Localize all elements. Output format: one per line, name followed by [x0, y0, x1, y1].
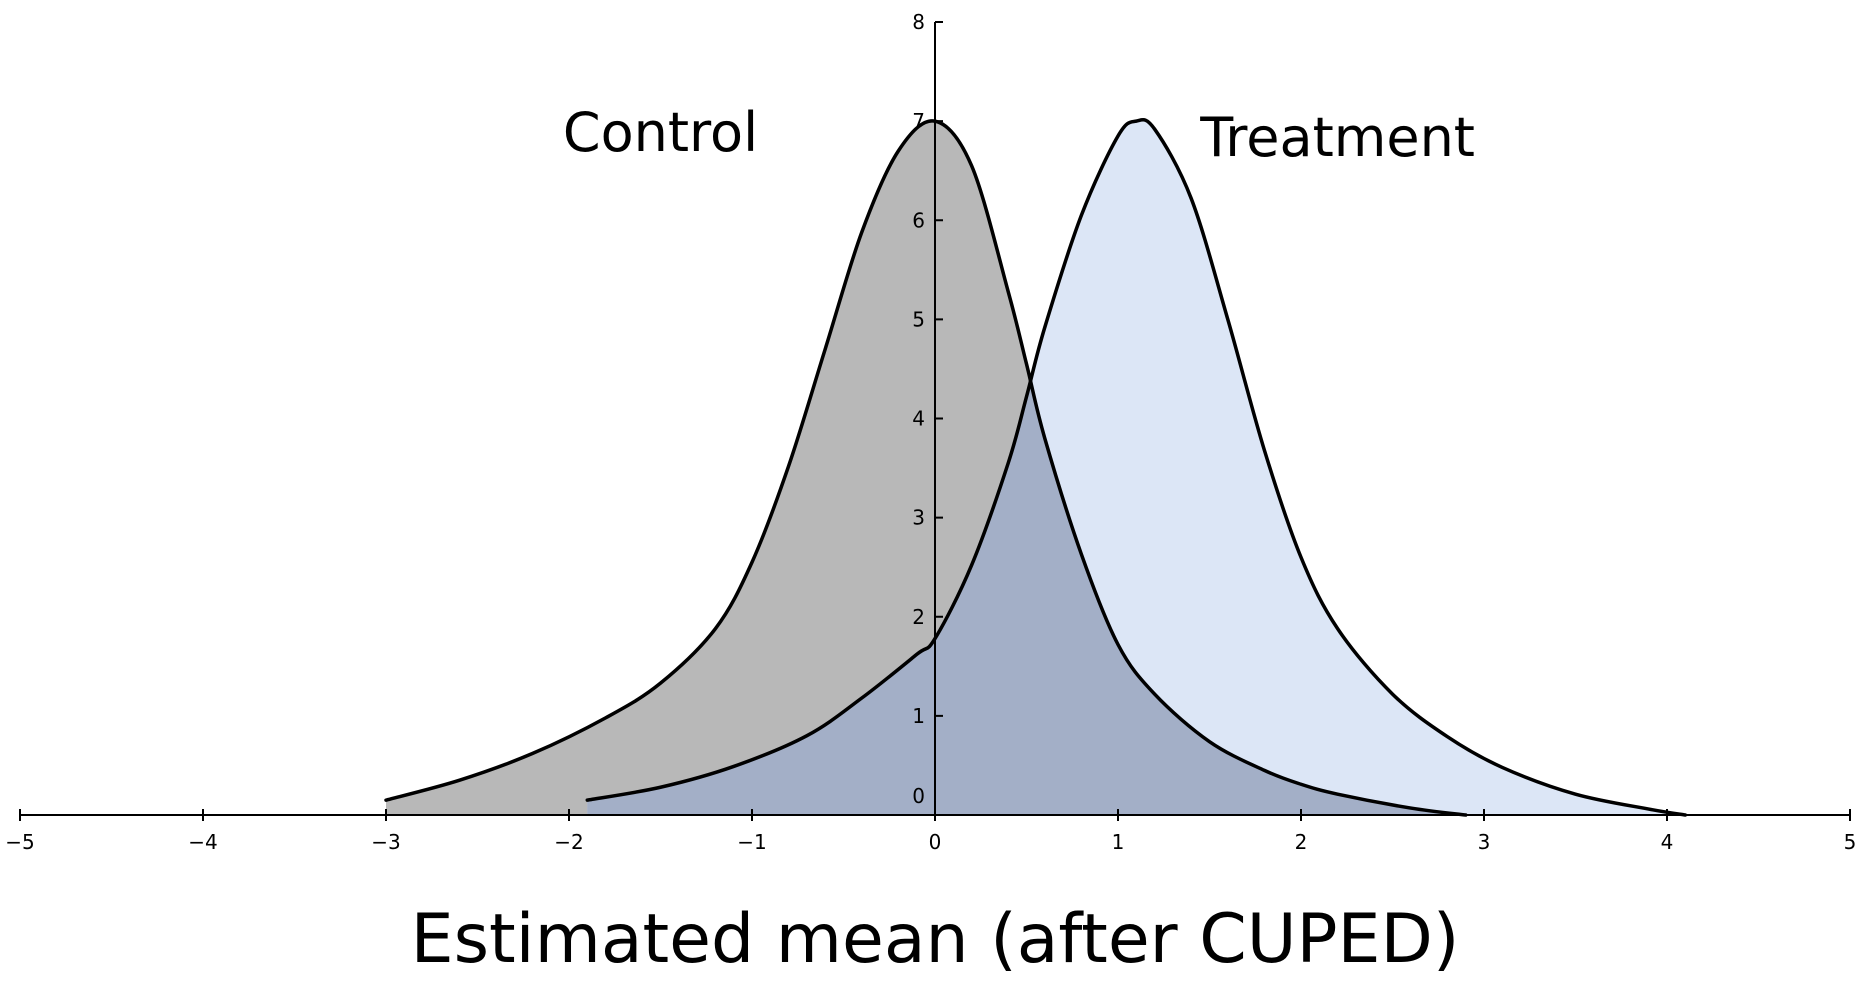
- y-tick-label: 7: [912, 109, 925, 133]
- lines-layer: [384, 117, 1688, 817]
- series-label-treatment: Treatment: [1199, 106, 1475, 169]
- x-tick-label: −5: [5, 830, 34, 854]
- y-tick-label: 4: [912, 407, 925, 431]
- series-line-control: [384, 119, 1468, 817]
- x-tick-label: −3: [371, 830, 400, 854]
- y-tick-label: 2: [912, 605, 925, 629]
- x-tick-label: 4: [1661, 830, 1674, 854]
- x-tick-label: 5: [1844, 830, 1856, 854]
- x-tick-label: −4: [188, 830, 217, 854]
- x-tick-label: 3: [1478, 830, 1491, 854]
- x-axis-title: Estimated mean (after CUPED): [411, 900, 1460, 978]
- y-tick-label: 1: [912, 704, 925, 728]
- x-tick-label: 2: [1295, 830, 1308, 854]
- x-tick-label: −1: [737, 830, 766, 854]
- areas-layer: [386, 119, 1686, 815]
- y-tick-label: 5: [912, 307, 925, 331]
- y-tick-label: 6: [912, 208, 925, 232]
- labels-layer: Control Treatment: [563, 101, 1475, 169]
- series-label-control: Control: [563, 101, 758, 164]
- series-area-control: [386, 120, 1466, 815]
- x-tick-label: 0: [929, 830, 942, 854]
- x-tick-label: 1: [1112, 830, 1125, 854]
- x-tick-label: −2: [554, 830, 583, 854]
- ticks-layer: −5 −4 −3 −2 −1 0 1 2 3 4 5 0 1 2 3 4 5 6 7 8: [5, 10, 1856, 854]
- series-line-treatment: [585, 117, 1688, 817]
- y-tick-label: 8: [912, 10, 925, 34]
- y-tick-label: 3: [912, 506, 925, 530]
- y-tick-label: 0: [912, 784, 925, 808]
- series-area-treatment: [587, 119, 1686, 815]
